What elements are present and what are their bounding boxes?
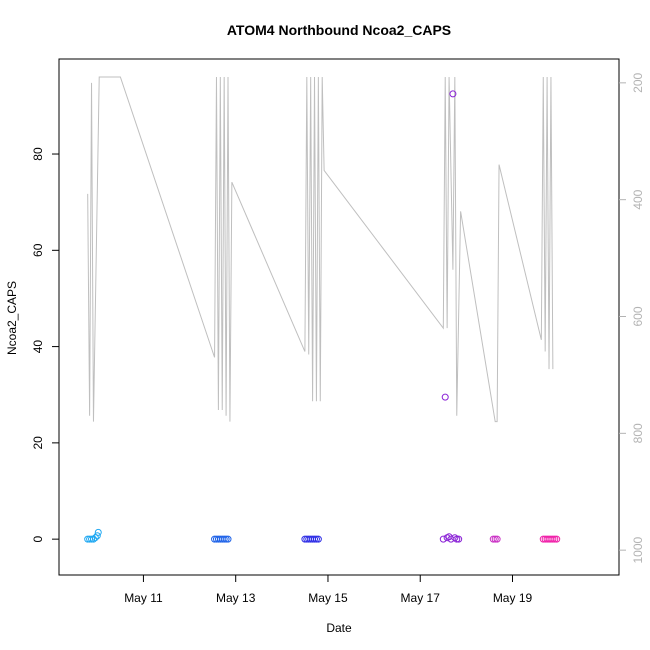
y-tick-label-4: 80 [31,147,45,161]
y-tick-label-1: 20 [31,436,45,450]
data-point-4-1 [491,535,499,543]
y2-tick-label-0: 200 [631,73,645,93]
data-point-5-5 [549,535,557,543]
data-point-3-8 [455,535,463,543]
line-series [87,76,554,423]
data-point-4-0 [489,535,497,543]
data-point-5-7 [553,535,561,543]
chart-title: ATOM4 Northbound Ncoa2_CAPS [227,22,451,38]
data-point-1-7 [224,535,232,543]
y-axis-left: 0 20 40 60 80 [31,147,59,542]
data-point-2-5 [311,535,319,543]
y2-tick-label-3: 800 [631,423,645,443]
data-point-1-5 [220,535,228,543]
data-point-0-4 [91,534,99,542]
data-point-0-6 [94,528,102,536]
x-axis: May 11 May 13 May 15 May 17 May 19 [124,575,532,605]
plot-frame [58,58,620,576]
data-point-3-1 [441,393,449,401]
data-point-0-5 [93,532,101,540]
x-tick-label-2: May 15 [308,591,348,605]
y2-tick-label-1: 400 [631,189,645,209]
x-tick-label-1: May 13 [216,591,256,605]
data-point-0-2 [88,535,96,543]
data-point-3-0 [439,535,447,543]
data-point-2-7 [314,535,322,543]
y-tick-label-0: 0 [31,535,45,542]
data-point-3-6 [451,534,459,542]
data-point-4-2 [493,535,501,543]
y-axis-right: 200 400 600 800 1000 [619,73,645,564]
x-axis-label: Date [326,621,352,635]
x-tick-label-0: May 11 [124,591,163,605]
data-point-2-6 [312,535,320,543]
series-line-0 [87,76,554,423]
y-tick-label-2: 40 [31,340,45,354]
y2-tick-label-4: 1000 [631,536,645,563]
y-axis-label: Ncoa2_CAPS [5,281,19,355]
data-point-1-6 [222,535,230,543]
y-tick-label-3: 60 [31,243,45,257]
data-point-5-6 [551,535,559,543]
data-point-3-5 [449,90,457,98]
x-tick-label-4: May 19 [493,591,533,605]
y2-tick-label-2: 600 [631,306,645,326]
point-series [84,90,561,543]
data-point-3-7 [453,535,461,543]
x-tick-label-3: May 17 [401,591,441,605]
